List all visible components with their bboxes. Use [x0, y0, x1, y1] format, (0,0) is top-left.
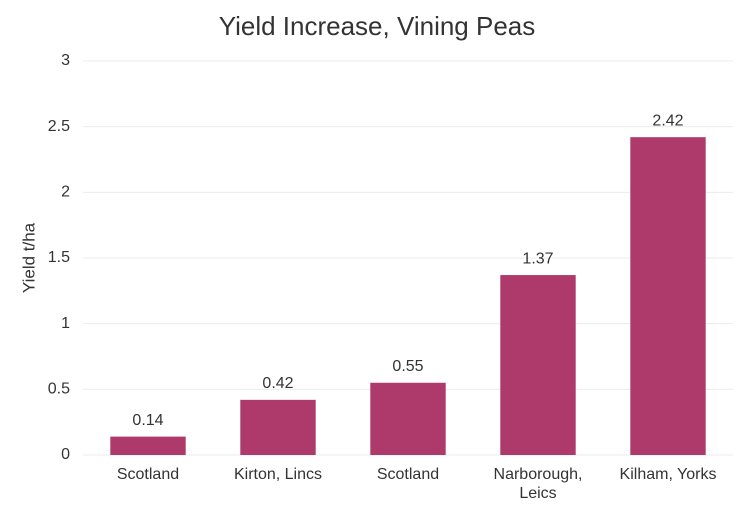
data-label: 2.42 [652, 112, 683, 129]
y-tick-label: 3 [61, 52, 70, 69]
y-tick-label: 1.5 [48, 249, 70, 266]
y-tick-label: 1 [61, 315, 70, 332]
x-tick-label: Kirton, Lincs [234, 466, 322, 483]
data-label: 1.37 [522, 250, 553, 267]
y-tick-label: 0.5 [48, 381, 70, 398]
data-label: 0.42 [262, 375, 293, 392]
y-tick-label: 2 [61, 184, 70, 201]
bar [110, 436, 186, 455]
x-tick-label: Kilham, Yorks [620, 466, 717, 483]
x-tick-label: Scotland [377, 466, 439, 483]
bar [500, 275, 576, 455]
bar [240, 399, 316, 455]
x-tick-label: Narborough, Leics [494, 466, 583, 502]
data-label: 0.55 [392, 358, 423, 375]
y-axis-label: Yield t/ha [19, 222, 38, 293]
y-tick-label: 0 [61, 446, 70, 463]
chart-title: Yield Increase, Vining Peas [219, 11, 536, 41]
bar [370, 382, 446, 455]
bar [630, 137, 706, 455]
x-tick-label: Scotland [117, 466, 179, 483]
data-label: 0.14 [132, 412, 163, 429]
y-tick-label: 2.5 [48, 118, 70, 135]
